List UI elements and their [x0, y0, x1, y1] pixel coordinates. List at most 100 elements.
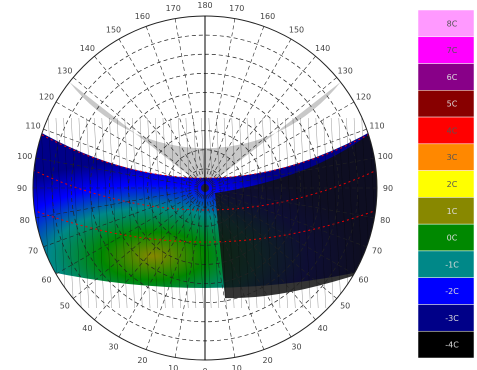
band-hatch [86, 117, 97, 309]
legend-label: 3C [447, 153, 458, 162]
azimuth-spoke [55, 187, 206, 275]
band-hatch [338, 117, 349, 309]
azimuth-tick-label: 90 [383, 184, 393, 193]
azimuth-spoke [35, 187, 206, 219]
band-hatch [208, 117, 220, 309]
azimuth-spoke [73, 77, 206, 189]
band-hatch [292, 117, 304, 309]
azimuth-tick-label: 160 [260, 12, 275, 21]
legend-label: 6C [447, 73, 458, 82]
azimuth-spoke [204, 128, 367, 189]
azimuth-tick-labels: 1801701601501401301201101009080706050403… [17, 1, 393, 370]
azimuth-tick-label: 20 [137, 356, 147, 365]
azimuth-tick-label: 130 [338, 66, 353, 75]
azimuth-spoke [35, 157, 206, 189]
azimuth-tick-label: 60 [41, 276, 51, 285]
band-hatch [308, 117, 319, 309]
band-hatch [63, 117, 74, 309]
band-hatch [277, 117, 288, 309]
band-hatch [178, 117, 189, 309]
legend-label: -3C [445, 314, 459, 323]
azimuth-spoke [204, 187, 355, 275]
band-hatch [223, 117, 235, 309]
legend-swatch [418, 36, 474, 64]
legend-label: -4C [445, 341, 459, 350]
sky-dome [32, 15, 378, 361]
azimuth-tick-label: 170 [229, 4, 244, 13]
azimuth-tick-label: 110 [369, 121, 384, 130]
azimuth-spoke [118, 187, 206, 338]
azimuth-spoke [145, 26, 206, 189]
legend-label: 8C [447, 19, 458, 28]
azimuth-tick-label: 170 [166, 4, 181, 13]
legend-label: 4C [447, 126, 458, 135]
azimuth-tick-label: 10 [168, 364, 178, 370]
azimuth-spoke [174, 187, 206, 358]
azimuth-tick-label: 50 [340, 302, 350, 311]
azimuth-tick-label: 0 [202, 367, 207, 370]
azimuth-tick-label: 30 [108, 342, 118, 351]
azimuth-spoke [204, 101, 355, 189]
azimuth-tick-label: 100 [378, 152, 393, 161]
azimuth-tick-label: 180 [197, 1, 212, 10]
azimuth-tick-label: 80 [20, 216, 30, 225]
azimuth-tick-label: 50 [60, 302, 70, 311]
azimuth-spoke [204, 77, 337, 189]
azimuth-spoke [204, 187, 375, 219]
azimuth-spoke [204, 187, 316, 320]
azimuth-tick-label: 40 [82, 324, 92, 333]
band-hatch [262, 117, 273, 309]
legend-swatch [418, 116, 474, 145]
azimuth-spoke [204, 157, 375, 189]
band-hatch [78, 117, 90, 309]
band-hatch [147, 117, 158, 309]
band-hatch [285, 117, 296, 309]
azimuth-tick-label: 80 [380, 216, 390, 225]
sun-path-curve [33, 169, 377, 211]
azimuth-tick-label: 90 [17, 184, 27, 193]
band-hatch [132, 117, 143, 309]
azimuth-spoke [118, 38, 206, 189]
azimuth-tick-label: 20 [262, 356, 272, 365]
azimuth-tick-label: 150 [106, 26, 121, 35]
legend-swatch [418, 143, 474, 171]
sun-path-chart: 1801701601501401301201101009080706050403… [17, 1, 393, 370]
band-hatch [254, 117, 265, 309]
band-hatch [369, 117, 377, 309]
legend-label: 7C [447, 46, 458, 55]
azimuth-spoke [204, 56, 316, 189]
legend-swatch [418, 250, 474, 278]
azimuth-spoke [204, 26, 265, 189]
azimuth-tick-label: 30 [291, 342, 301, 351]
azimuth-tick-label: 160 [135, 12, 150, 21]
azimuth-tick-label: 140 [315, 44, 330, 53]
band-hatch [239, 117, 250, 309]
legend-swatch [418, 90, 474, 118]
legend-swatch [418, 330, 474, 358]
band-hatch [101, 117, 112, 309]
band-hatch [323, 117, 334, 309]
azimuth-spoke [73, 187, 206, 299]
band-hatch [162, 117, 174, 309]
azimuth-tick-label: 130 [57, 66, 72, 75]
legend-label: -2C [445, 287, 459, 296]
legend-swatch [418, 197, 474, 225]
band-hatch [193, 117, 204, 309]
azimuth-tick-label: 60 [358, 276, 368, 285]
band-shadow [215, 128, 377, 299]
band-hatch [124, 117, 135, 309]
legend-label: 5C [447, 100, 458, 109]
azimuth-spoke [204, 187, 337, 299]
azimuth-spoke [174, 18, 206, 189]
legend-label: 2C [447, 180, 458, 189]
legend-label: 1C [447, 207, 458, 216]
band-hatch [93, 117, 105, 309]
azimuth-spoke [94, 56, 206, 189]
azimuth-spoke [145, 187, 206, 350]
azimuth-spoke [204, 187, 265, 350]
band-hatch [116, 117, 128, 309]
azimuth-tick-label: 120 [356, 93, 371, 102]
azimuth-tick-label: 70 [28, 247, 38, 256]
azimuth-spoke [43, 128, 206, 189]
band-hatch [155, 117, 166, 309]
